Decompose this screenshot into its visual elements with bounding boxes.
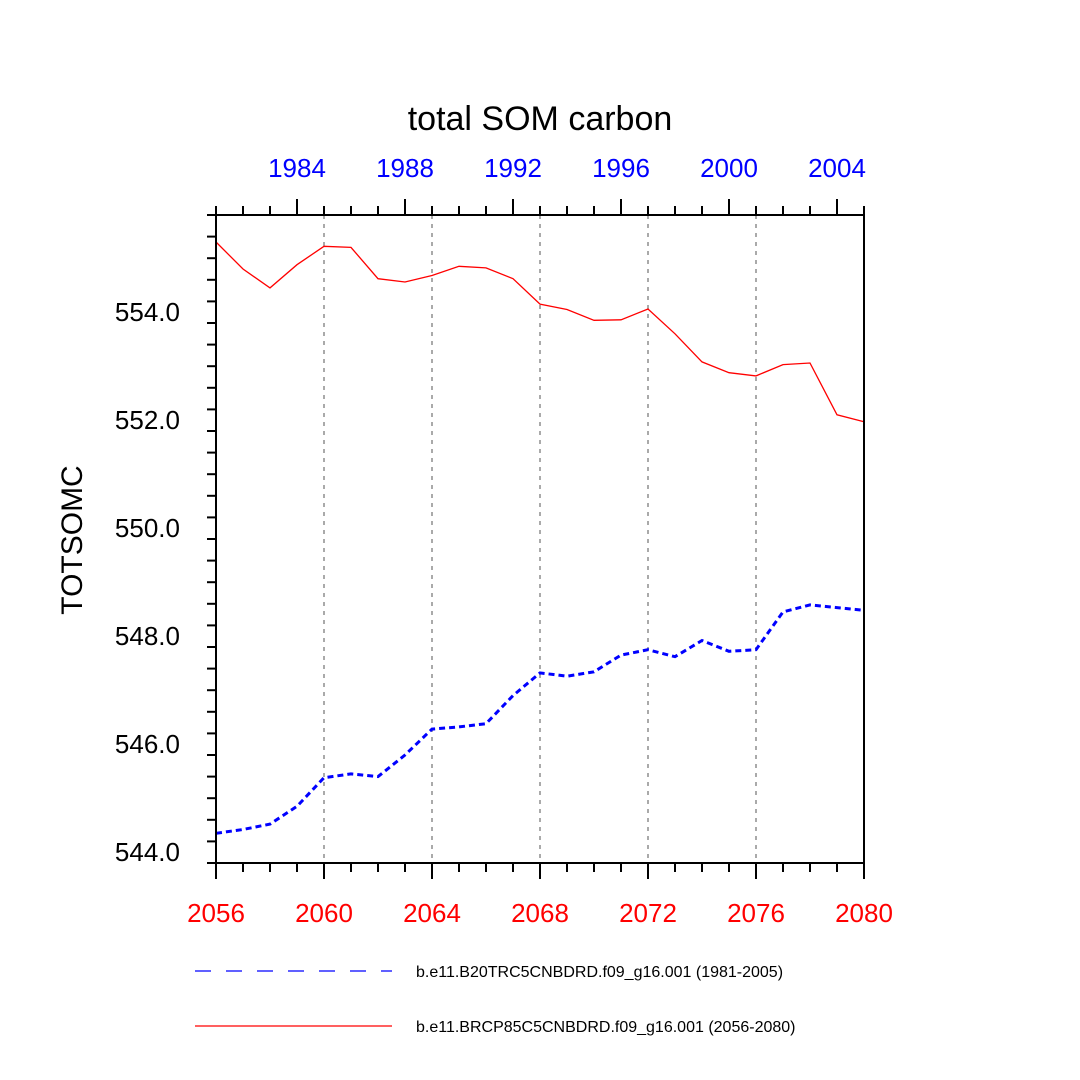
y-tick-label-550.0: 550.0 bbox=[115, 513, 180, 543]
bottom-tick-label-2068: 2068 bbox=[511, 898, 569, 928]
ticks: 2056 2060 2064 2068 2072 2076 2080 1984 1988 1992… bbox=[115, 153, 893, 928]
legend-label-future: b.e11.BRCP85C5CNBDRD.f09_g16.001 (2056-2… bbox=[416, 1019, 795, 1036]
y-tick-label-546.0: 546.0 bbox=[115, 729, 180, 759]
y-tick-label-552.0: 552.0 bbox=[115, 405, 180, 435]
bottom-tick-label-2080: 2080 bbox=[835, 898, 893, 928]
bottom-tick-label-2072: 2072 bbox=[619, 898, 677, 928]
top-tick-label-2000: 2000 bbox=[700, 153, 758, 183]
legend-label-historical: b.e11.B20TRC5CNBDRD.f09_g16.001 (1981-20… bbox=[416, 964, 783, 981]
y-tick-label-548.0: 548.0 bbox=[115, 621, 180, 651]
grid bbox=[323, 215, 757, 863]
legend: b.e11.B20TRC5CNBDRD.f09_g16.001 (1981-20… bbox=[195, 964, 795, 1036]
series-line-future bbox=[215, 241, 865, 423]
y-tick-label-544.0: 544.0 bbox=[115, 837, 180, 867]
bottom-tick-label-2064: 2064 bbox=[403, 898, 461, 928]
y-axis-label: TOTSOMC bbox=[56, 465, 89, 614]
top-tick-label-1988: 1988 bbox=[376, 153, 434, 183]
top-tick-label-1984: 1984 bbox=[268, 153, 326, 183]
series-layer bbox=[215, 241, 865, 835]
bottom-tick-label-2056: 2056 bbox=[187, 898, 245, 928]
chart-title: total SOM carbon bbox=[408, 100, 673, 138]
top-tick-label-2004: 2004 bbox=[808, 153, 866, 183]
series-line-historical bbox=[215, 603, 865, 835]
top-tick-label-1992: 1992 bbox=[484, 153, 542, 183]
bottom-tick-label-2076: 2076 bbox=[727, 898, 785, 928]
y-tick-label-554.0: 554.0 bbox=[115, 297, 180, 327]
bottom-tick-label-2060: 2060 bbox=[295, 898, 353, 928]
top-tick-label-1996: 1996 bbox=[592, 153, 650, 183]
